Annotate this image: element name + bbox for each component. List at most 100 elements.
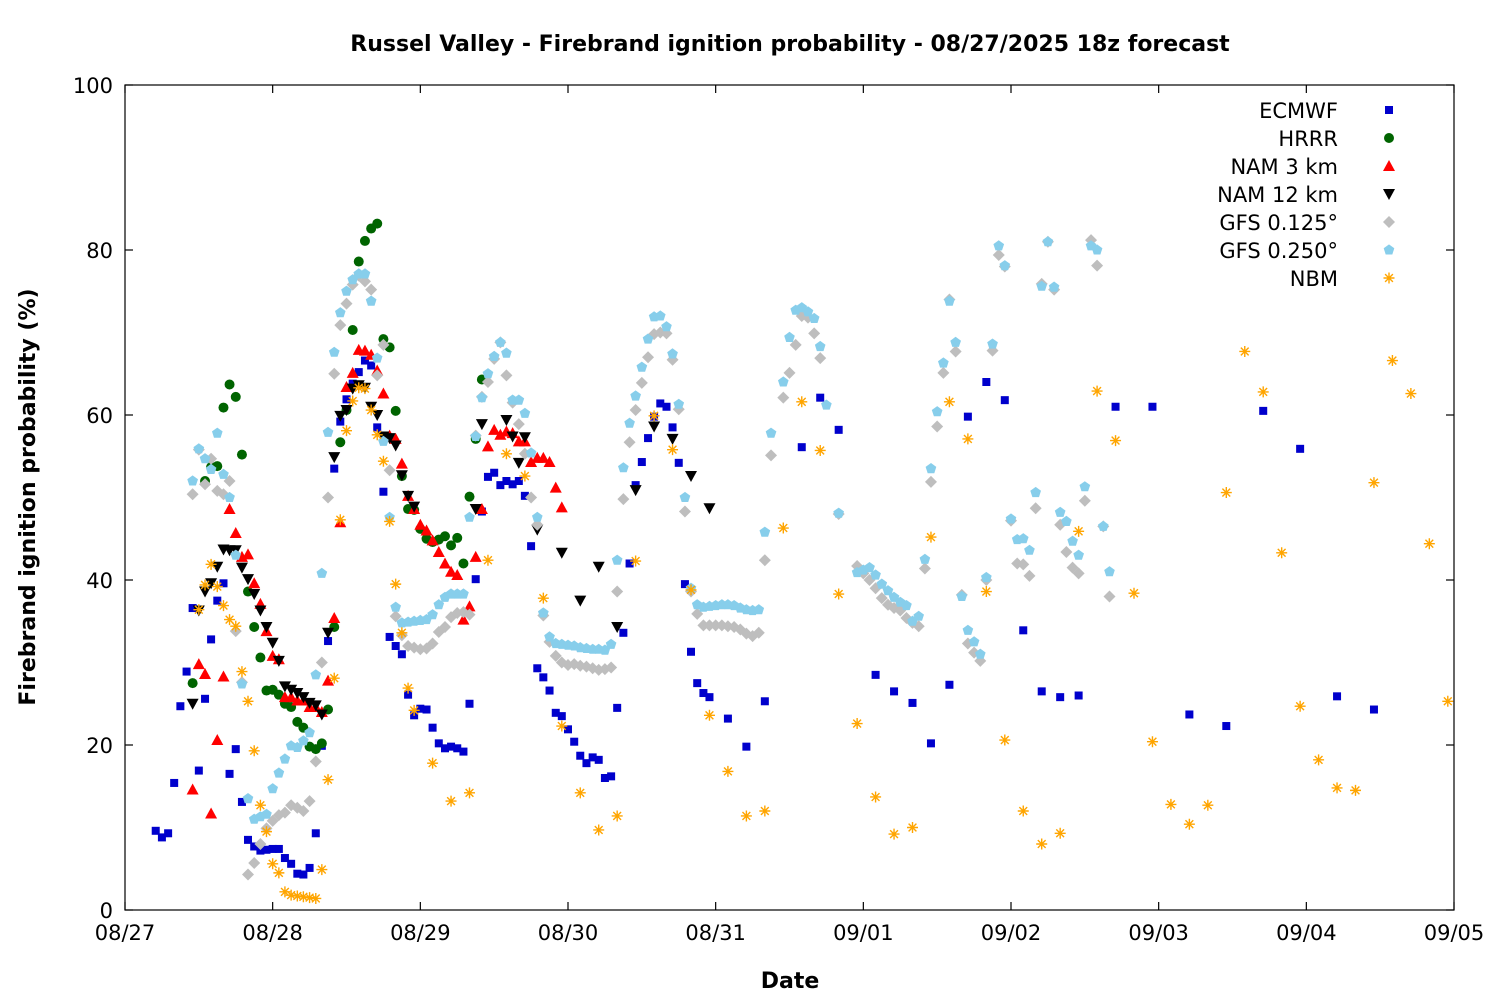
- data-point: [778, 376, 789, 387]
- data-point: [193, 443, 205, 454]
- data-point: [268, 844, 277, 853]
- data-point: [298, 735, 309, 746]
- data-point: [495, 336, 506, 347]
- data-point: [391, 642, 400, 650]
- legend-marker: [1385, 106, 1393, 114]
- data-point: [422, 705, 431, 714]
- data-point: [218, 402, 229, 413]
- data-point: [1423, 538, 1435, 550]
- data-point: [231, 745, 240, 754]
- data-point: [342, 395, 351, 404]
- chart-title: Russel Valley - Firebrand ignition proba…: [350, 32, 1230, 57]
- data-point: [328, 452, 341, 464]
- series-ecmwf: [151, 356, 1378, 879]
- data-point: [438, 621, 451, 634]
- data-point: [194, 766, 203, 775]
- data-point: [464, 787, 476, 799]
- data-point: [605, 661, 618, 674]
- data-point: [383, 464, 396, 477]
- data-point: [545, 686, 554, 695]
- data-point: [543, 456, 556, 468]
- data-point: [488, 423, 501, 435]
- data-point: [217, 670, 230, 682]
- data-point: [890, 687, 899, 696]
- data-point: [278, 806, 291, 819]
- data-point: [1220, 487, 1232, 499]
- data-point: [452, 532, 463, 543]
- data-point: [592, 561, 605, 573]
- data-point: [260, 826, 272, 838]
- data-point: [876, 578, 888, 589]
- data-point: [186, 488, 199, 501]
- legend-marker: [1383, 189, 1395, 200]
- data-point: [699, 689, 708, 698]
- data-point: [316, 738, 327, 749]
- data-point: [383, 433, 396, 445]
- data-point: [322, 426, 334, 437]
- data-point: [310, 892, 322, 904]
- data-point: [201, 694, 210, 703]
- data-point: [901, 600, 912, 611]
- data-point: [668, 423, 677, 432]
- data-point: [193, 604, 205, 616]
- x-tick-label: 08/27: [95, 921, 156, 945]
- legend: ECMWF HRRR NAM 3 km NAM 12 km GFS 0.125° GFS …: [1217, 99, 1395, 291]
- data-point: [237, 797, 246, 806]
- data-point: [956, 590, 968, 601]
- data-point: [1054, 827, 1066, 839]
- data-point: [611, 585, 624, 598]
- data-point: [765, 427, 777, 438]
- data-point: [968, 636, 980, 647]
- data-point: [1078, 494, 1091, 507]
- data-point: [224, 491, 235, 502]
- data-point: [925, 531, 937, 543]
- data-point: [1000, 396, 1009, 405]
- data-point: [316, 567, 328, 578]
- data-point: [962, 624, 974, 635]
- data-point: [999, 260, 1011, 271]
- data-point: [304, 892, 316, 904]
- data-point: [1042, 236, 1054, 247]
- legend-label: NAM 3 km: [1230, 155, 1338, 179]
- data-point: [219, 579, 228, 588]
- data-point: [723, 714, 732, 723]
- data-point: [340, 297, 353, 310]
- data-point: [371, 429, 383, 441]
- data-point: [218, 468, 229, 479]
- data-point: [508, 480, 517, 489]
- x-tick-label: 08/30: [538, 921, 599, 945]
- data-point: [814, 444, 826, 456]
- data-point: [256, 846, 265, 855]
- data-point: [582, 759, 591, 768]
- data-point: [186, 698, 199, 710]
- data-point: [1104, 566, 1115, 577]
- data-point: [488, 350, 500, 361]
- data-point: [463, 600, 476, 612]
- data-point: [372, 218, 383, 229]
- data-point: [242, 548, 255, 560]
- data-point: [457, 613, 470, 625]
- data-point: [808, 327, 821, 340]
- data-point: [512, 418, 525, 431]
- data-point: [797, 443, 806, 452]
- data-point: [937, 366, 950, 379]
- data-point: [390, 601, 401, 612]
- data-point: [379, 487, 388, 496]
- data-point: [629, 485, 642, 497]
- data-point: [315, 709, 328, 721]
- data-point: [740, 810, 752, 822]
- data-point: [217, 600, 229, 612]
- data-point: [882, 585, 894, 596]
- data-point: [532, 511, 543, 522]
- data-point: [963, 412, 972, 421]
- data-point: [662, 402, 671, 411]
- series-gfs-0-250: [187, 236, 1115, 824]
- data-point: [426, 637, 439, 650]
- data-point: [464, 491, 475, 502]
- data-point: [1073, 549, 1084, 560]
- data-point: [279, 886, 291, 898]
- data-point: [697, 619, 710, 632]
- data-point: [340, 405, 353, 417]
- data-point: [1091, 244, 1103, 255]
